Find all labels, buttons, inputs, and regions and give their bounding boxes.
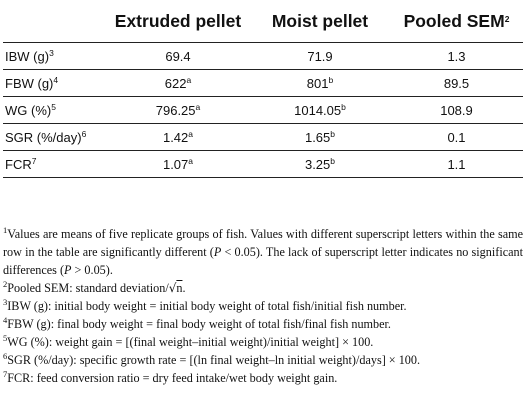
cell-value: 1014.05 (294, 102, 342, 118)
cell-extruded: 69.4 (106, 43, 250, 70)
cell-extruded: 796.25a (106, 97, 250, 124)
cell-moist: 71.9 (250, 43, 390, 70)
header-extruded-pellet: Extruded pellet (114, 10, 242, 31)
row-label-text: FCR (5, 156, 32, 172)
footnote-7-text: FCR: feed conversion ratio = dry feed in… (7, 371, 338, 385)
footnote-1-sup: 1 (3, 225, 8, 235)
header-pooled-sem: Pooled SEM2 (390, 0, 523, 43)
footnote-5-text: WG (%): weight gain = [(final weight–ini… (7, 335, 374, 349)
row-label-sup: 5 (51, 101, 56, 112)
header-pooled-sem-sup: 2 (504, 13, 510, 24)
footnote-4-text: FBW (g): final body weight = final body … (7, 317, 391, 331)
cell-sup: a (188, 128, 194, 139)
cell-sem: 0.1 (447, 129, 466, 145)
footnote-5-sup: 5 (3, 333, 8, 343)
cell-value: 71.9 (307, 48, 333, 64)
footnote-2-end: . (182, 281, 186, 295)
footnote-6-sup: 6 (3, 351, 8, 361)
row-label: FCR7 (3, 151, 106, 178)
cell-value: 1.42 (162, 129, 189, 145)
footnote-1: 1Values are means of five replicate grou… (3, 225, 523, 279)
sqrt-radicand: n (176, 281, 183, 295)
cell-extruded: 622a (106, 70, 250, 97)
table-footnotes: 1Values are means of five replicate grou… (3, 225, 523, 387)
cell-sup: b (330, 128, 336, 139)
table-row: WG (%)5 796.25a 1014.05b 108.9 (3, 97, 523, 124)
row-label-text: SGR (%/day) (5, 129, 82, 145)
cell-value: 622 (164, 75, 187, 91)
footnote-2-text: Pooled SEM: standard deviation/ (7, 281, 169, 295)
cell-sem: 1.3 (447, 48, 466, 64)
cell-sup: a (188, 155, 194, 166)
row-label-text: WG (%) (5, 102, 52, 118)
cell-moist: 1.65b (250, 124, 390, 151)
header-blank (3, 0, 106, 43)
footnote-3: 3IBW (g): initial body weight = initial … (3, 297, 523, 315)
footnote-6: 6SGR (%/day): specific growth rate = [(l… (3, 351, 523, 369)
table-row: SGR (%/day)6 1.42a 1.65b 0.1 (3, 124, 523, 151)
table-row: FBW (g)4 622a 801b 89.5 (3, 70, 523, 97)
row-label: WG (%)5 (3, 97, 106, 124)
row-label-sup: 6 (81, 128, 87, 139)
footnote-3-text: IBW (g): initial body weight = initial b… (7, 299, 407, 313)
table-row: IBW (g)3 69.4 71.9 1.3 (3, 43, 523, 70)
footnote-5: 5WG (%): weight gain = [(final weight–in… (3, 333, 523, 351)
cell-value: 3.25 (304, 156, 331, 172)
footnote-1-p-italic-2: P (64, 263, 72, 277)
cell-sup: b (330, 155, 336, 166)
footnote-1-text-b: < 0.05). The lack of superscript letter … (3, 245, 523, 277)
cell-sem: 1.1 (447, 156, 466, 172)
cell-sup: b (328, 74, 334, 85)
footnote-2: 2Pooled SEM: standard deviation/√n. (3, 279, 523, 297)
row-label-sup: 4 (53, 74, 59, 85)
footnote-1-text-a: Values are means of five replicate group… (3, 227, 523, 259)
footnote-7: 7FCR: feed conversion ratio = dry feed i… (3, 369, 523, 387)
header-pooled-sem-label: Pooled SEM (403, 10, 505, 31)
cell-value: 1.65 (304, 129, 331, 145)
row-label-text: IBW (g) (5, 48, 50, 64)
row-label-text: FBW (g) (5, 75, 54, 91)
header-moist-pellet: Moist pellet (271, 10, 369, 31)
table-header-row: Extruded pellet Moist pellet Pooled SEM2 (3, 0, 523, 43)
cell-sup: a (195, 101, 201, 112)
row-label-sup: 7 (31, 155, 37, 166)
footnote-7-sup: 7 (3, 369, 8, 379)
footnote-6-text: SGR (%/day): specific growth rate = [(ln… (7, 353, 421, 367)
cell-value: 69.4 (165, 48, 191, 64)
footnote-2-sup: 2 (3, 279, 8, 289)
cell-extruded: 1.42a (106, 124, 250, 151)
cell-extruded: 1.07a (106, 151, 250, 178)
cell-value: 801 (306, 75, 329, 91)
cell-sup: b (341, 101, 346, 112)
cell-sem: 108.9 (440, 102, 473, 118)
table-row: FCR7 1.07a 3.25b 1.1 (3, 151, 523, 178)
cell-sem: 89.5 (443, 75, 470, 91)
cell-moist: 1014.05b (250, 97, 390, 124)
cell-value: 796.25 (155, 102, 196, 118)
cell-moist: 3.25b (250, 151, 390, 178)
cell-moist: 801b (250, 70, 390, 97)
footnote-1-text-c: > 0.05). (71, 263, 113, 277)
row-label: IBW (g)3 (3, 43, 106, 70)
footnote-3-sup: 3 (3, 297, 8, 307)
footnote-4-sup: 4 (3, 315, 8, 325)
cell-value: 1.07 (162, 156, 189, 172)
footnote-4: 4FBW (g): final body weight = final body… (3, 315, 523, 333)
results-table: Extruded pellet Moist pellet Pooled SEM2… (3, 0, 523, 178)
row-label: SGR (%/day)6 (3, 124, 106, 151)
cell-sup: a (186, 74, 192, 85)
row-label: FBW (g)4 (3, 70, 106, 97)
footnote-1-p-italic: P (213, 245, 222, 259)
sqrt-symbol: √ (168, 281, 177, 295)
row-label-sup: 3 (49, 47, 54, 58)
